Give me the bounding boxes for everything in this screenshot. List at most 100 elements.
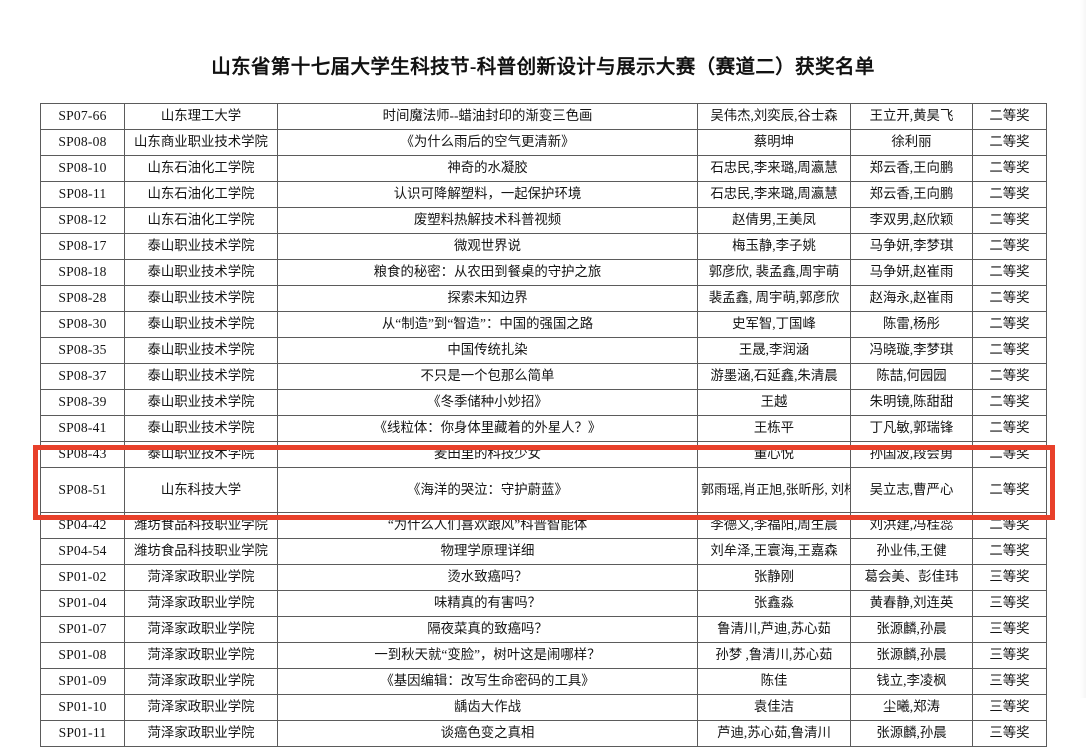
cell-school: 菏泽家政职业学院 xyxy=(124,564,278,591)
cell-students: 蔡明坤 xyxy=(697,129,851,156)
cell-students: 郭彦欣, 裴孟鑫,周宇萌 xyxy=(697,259,851,286)
table-row: SP01-08 菏泽家政职业学院 一到秋天就“变脸”，树叶这是闹哪样？ 孙梦 ,鲁清川… xyxy=(40,642,1047,669)
cell-award-level: 二等奖 xyxy=(972,512,1047,539)
cell-school: 泰山职业技术学院 xyxy=(124,415,278,442)
cell-students: 芦迪,苏心茹,鲁清川 xyxy=(697,720,851,747)
cell-teachers: 张源麟,孙晨 xyxy=(850,720,973,747)
cell-award-level: 二等奖 xyxy=(972,467,1047,513)
cell-award-level: 二等奖 xyxy=(972,363,1047,390)
cell-award-level: 三等奖 xyxy=(972,616,1047,643)
cell-project-code: SP08-08 xyxy=(40,129,125,156)
cell-project-code: SP08-39 xyxy=(40,389,125,416)
cell-school: 泰山职业技术学院 xyxy=(124,337,278,364)
cell-school: 潍坊食品科技职业学院 xyxy=(124,512,278,539)
cell-teachers: 孙国波,段会勇 xyxy=(850,441,973,468)
cell-teachers: 刘洪建,冯桂蕊 xyxy=(850,512,973,539)
table-row: SP08-39 泰山职业技术学院 《冬季储种小妙招》 王越 朱明镜,陈甜甜 二等奖 xyxy=(40,389,1047,416)
cell-teachers: 郑云香,王向鹏 xyxy=(850,155,973,182)
cell-work-title: 废塑料热解技术科普视频 xyxy=(277,207,698,234)
cell-award-level: 三等奖 xyxy=(972,694,1047,721)
table-row: SP04-54 潍坊食品科技职业学院 物理学原理详细 刘牟泽,王寰海,王嘉森 孙业伟,王… xyxy=(40,538,1047,565)
cell-work-title: 味精真的有害吗？ xyxy=(277,590,698,617)
cell-award-level: 二等奖 xyxy=(972,441,1047,468)
cell-students: 梅玉静,李子姚 xyxy=(697,233,851,260)
cell-teachers: 冯晓璇,李梦琪 xyxy=(850,337,973,364)
cell-teachers: 王立开,黄昊飞 xyxy=(850,103,973,130)
cell-award-level: 二等奖 xyxy=(972,155,1047,182)
cell-project-code: SP01-09 xyxy=(40,668,125,695)
cell-project-code: SP08-30 xyxy=(40,311,125,338)
cell-work-title: 不只是一个包那么简单 xyxy=(277,363,698,390)
cell-students: 游墨涵,石延鑫,朱清晨 xyxy=(697,363,851,390)
cell-teachers: 张源麟,孙晨 xyxy=(850,642,973,669)
cell-project-code: SP01-08 xyxy=(40,642,125,669)
cell-work-title: 《冬季储种小妙招》 xyxy=(277,389,698,416)
cell-work-title: 《为什么雨后的空气更清新》 xyxy=(277,129,698,156)
cell-students: 王越 xyxy=(697,389,851,416)
table-row: SP01-09 菏泽家政职业学院 《基因编辑：改写生命密码的工具》 陈佳 钱立,李凌枫三… xyxy=(40,668,1047,695)
cell-teachers: 郑云香,王向鹏 xyxy=(850,181,973,208)
cell-work-title: 物理学原理详细 xyxy=(277,538,698,565)
cell-work-title: 中国传统扎染 xyxy=(277,337,698,364)
cell-students: 王栋平 xyxy=(697,415,851,442)
cell-award-level: 三等奖 xyxy=(972,642,1047,669)
cell-award-level: 二等奖 xyxy=(972,538,1047,565)
cell-students: 石忠民,李来璐,周瀛慧 xyxy=(697,155,851,182)
cell-school: 泰山职业技术学院 xyxy=(124,233,278,260)
cell-work-title: 《基因编辑：改写生命密码的工具》 xyxy=(277,668,698,695)
cell-teachers: 钱立,李凌枫 xyxy=(850,668,973,695)
cell-teachers: 赵海永,赵崔雨 xyxy=(850,285,973,312)
award-list-table: SP07-66 山东理工大学 时间魔法师--蜡油封印的渐变三色画 吴伟杰,刘奕辰,谷士… xyxy=(40,103,1047,747)
cell-teachers: 陈喆,何园园 xyxy=(850,363,973,390)
table-row: SP08-37 泰山职业技术学院 不只是一个包那么简单 游墨涵,石延鑫,朱清晨 陈喆,何… xyxy=(40,363,1047,390)
cell-students: 石忠民,李来璐,周瀛慧 xyxy=(697,181,851,208)
table-row: SP01-07 菏泽家政职业学院 隔夜菜真的致癌吗？ 鲁清川,芦迪,苏心茹 张源麟,孙晨… xyxy=(40,616,1047,643)
cell-students: 吴伟杰,刘奕辰,谷士森 xyxy=(697,103,851,130)
cell-project-code: SP08-11 xyxy=(40,181,125,208)
cell-award-level: 二等奖 xyxy=(972,337,1047,364)
cell-teachers: 李双男,赵欣颖 xyxy=(850,207,973,234)
cell-work-title: 认识可降解塑料，一起保护环境 xyxy=(277,181,698,208)
cell-award-level: 三等奖 xyxy=(972,590,1047,617)
cell-teachers: 孙业伟,王健 xyxy=(850,538,973,565)
cell-teachers: 张源麟,孙晨 xyxy=(850,616,973,643)
table-row: SP08-28 泰山职业技术学院 探索未知边界 裴孟鑫, 周宇萌,郭彦欣 赵海永,赵崔雨… xyxy=(40,285,1047,312)
cell-teachers: 黄春静,刘连英 xyxy=(850,590,973,617)
cell-award-level: 二等奖 xyxy=(972,103,1047,130)
table-row: SP08-18 泰山职业技术学院 粮食的秘密：从农田到餐桌的守护之旅 郭彦欣, 裴孟鑫… xyxy=(40,259,1047,286)
cell-award-level: 二等奖 xyxy=(972,415,1047,442)
page-title: 山东省第十七届大学生科技节-科普创新设计与展示大赛（赛道二）获奖名单 xyxy=(211,57,875,78)
cell-school: 山东科技大学 xyxy=(124,467,278,513)
cell-award-level: 三等奖 xyxy=(972,720,1047,747)
table-row: SP08-30 泰山职业技术学院 从“制造”到“智造”：中国的强国之路 史军智,丁国峰… xyxy=(40,311,1047,338)
cell-teachers: 马争妍,赵崔雨 xyxy=(850,259,973,286)
table-row: SP08-41 泰山职业技术学院 《线粒体：你身体里藏着的外星人？》 王栋平 丁凡敏,郭… xyxy=(40,415,1047,442)
cell-project-code: SP08-35 xyxy=(40,337,125,364)
cell-students: 史军智,丁国峰 xyxy=(697,311,851,338)
cell-work-title: “为什么人们喜欢跟风”科普智能体 xyxy=(277,512,698,539)
cell-school: 潍坊食品科技职业学院 xyxy=(124,538,278,565)
cell-award-level: 二等奖 xyxy=(972,259,1047,286)
cell-students: 张鑫淼 xyxy=(697,590,851,617)
table-row: SP08-11 山东石油化工学院 认识可降解塑料，一起保护环境 石忠民,李来璐,周瀛慧… xyxy=(40,181,1047,208)
cell-work-title: 烫水致癌吗？ xyxy=(277,564,698,591)
cell-work-title: 微观世界说 xyxy=(277,233,698,260)
table-row: SP08-17 泰山职业技术学院 微观世界说 梅玉静,李子姚 马争妍,李梦琪 二等奖 xyxy=(40,233,1047,260)
cell-students: 袁佳洁 xyxy=(697,694,851,721)
cell-work-title: 谈癌色变之真相 xyxy=(277,720,698,747)
cell-award-level: 二等奖 xyxy=(972,389,1047,416)
cell-project-code: SP08-17 xyxy=(40,233,125,260)
cell-students: 鲁清川,芦迪,苏心茹 xyxy=(697,616,851,643)
page-edge-shadow xyxy=(1080,0,1086,698)
cell-work-title: 龋齿大作战 xyxy=(277,694,698,721)
award-list-body: SP07-66 山东理工大学 时间魔法师--蜡油封印的渐变三色画 吴伟杰,刘奕辰,谷士… xyxy=(40,103,1047,747)
cell-teachers: 马争妍,李梦琪 xyxy=(850,233,973,260)
cell-award-level: 二等奖 xyxy=(972,311,1047,338)
cell-students: 陈佳 xyxy=(697,668,851,695)
table-row: SP01-02 菏泽家政职业学院 烫水致癌吗？ 张静刚 葛会美、彭佳玮 三等奖 xyxy=(40,564,1047,591)
cell-project-code: SP01-07 xyxy=(40,616,125,643)
cell-work-title: 神奇的水凝胶 xyxy=(277,155,698,182)
cell-project-code: SP08-18 xyxy=(40,259,125,286)
cell-work-title: 《海洋的哭泣：守护蔚蓝》 xyxy=(277,467,698,513)
